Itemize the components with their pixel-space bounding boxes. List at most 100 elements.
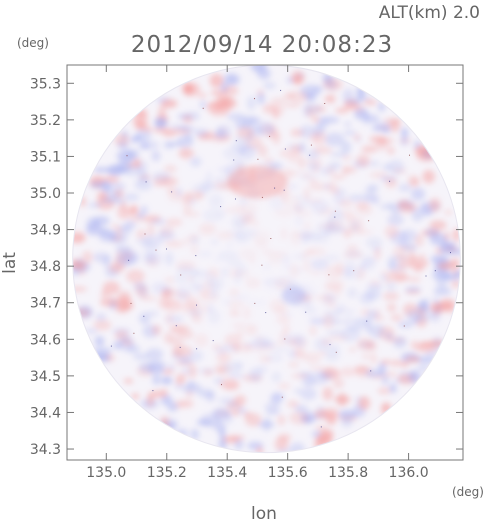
speckle-blob — [267, 255, 283, 265]
speckle-blob — [390, 314, 403, 322]
speckle-blob — [408, 276, 421, 283]
speckle-blob — [131, 393, 140, 399]
speckle-blob — [151, 150, 161, 162]
speckle-blob — [136, 212, 145, 219]
x-tick-label: 135.2 — [147, 465, 187, 481]
speckle-blob — [343, 250, 363, 259]
speckle-blob — [247, 300, 267, 305]
speckle-blob — [323, 367, 338, 380]
speckle-blob — [228, 308, 239, 318]
speckle-blob — [95, 355, 111, 363]
speckle-blob — [227, 257, 241, 267]
speckle-blob — [129, 204, 139, 216]
speckle-blob — [315, 426, 327, 430]
speckle-blob — [190, 268, 201, 278]
speckle-blob — [383, 292, 400, 301]
speckle-blob — [384, 225, 399, 239]
y-tick-label: 34.7 — [30, 296, 61, 312]
speckle-blob — [408, 370, 419, 383]
speckle-blob — [431, 309, 441, 323]
speckle-blob — [215, 95, 234, 108]
speckle-blob — [419, 341, 432, 347]
speckle-blob — [356, 338, 374, 351]
speckle-blob — [369, 135, 387, 144]
speckle-blob — [402, 242, 417, 252]
speckle-blob — [268, 130, 281, 141]
speckle-pixel — [450, 252, 451, 254]
speckle-blob — [422, 169, 436, 184]
speckle-blob — [209, 73, 224, 88]
speckle-blob — [243, 306, 251, 320]
speckle-blob — [139, 312, 150, 325]
speckle-blob — [183, 84, 195, 94]
speckle-blob — [361, 145, 378, 153]
speckle-blob — [245, 277, 261, 288]
speckle-blob — [312, 167, 319, 173]
speckle-pixel — [366, 320, 368, 322]
speckle-blob — [167, 141, 183, 147]
speckle-blob — [197, 92, 207, 99]
speckle-blob — [341, 417, 353, 427]
speckle-blob — [318, 351, 327, 356]
speckle-blob — [234, 233, 249, 244]
speckle-blob — [132, 135, 144, 142]
speckle-blob — [112, 341, 123, 350]
y-axis-ticks: 34.3 34.4 34.5 34.6 34.7 34.8 34.9 35.0 35.1 35.2… — [30, 76, 463, 458]
speckle-blob — [87, 202, 103, 208]
speckle-blob — [93, 347, 112, 355]
speckle-blob — [324, 279, 345, 292]
speckle-blob — [167, 402, 178, 412]
speckle-blob — [306, 149, 320, 160]
speckle-blob — [218, 251, 238, 259]
speckle-blob — [256, 121, 273, 135]
speckle-pixel — [220, 206, 222, 208]
speckle-blob — [256, 92, 266, 105]
y-tick-label: 35.2 — [30, 113, 61, 129]
speckle-blob — [262, 103, 277, 114]
speckle-blob — [383, 118, 402, 124]
speckle-blob — [287, 400, 299, 408]
speckle-blob — [340, 367, 355, 377]
speckle-pixel — [126, 155, 128, 157]
speckle-blob — [299, 125, 315, 139]
x-tick-label: 135.0 — [86, 465, 126, 481]
speckle-pixel — [261, 264, 263, 266]
speckle-blob — [141, 244, 160, 250]
speckle-blob — [97, 230, 117, 237]
speckle-blob — [274, 208, 294, 217]
speckle-blob — [299, 231, 310, 243]
y-tick-label: 35.1 — [30, 149, 61, 165]
speckle-pixel — [257, 158, 259, 160]
plot-frame — [66, 64, 464, 461]
speckle-blob — [190, 242, 199, 256]
speckle-blob — [340, 328, 361, 342]
speckle-blob — [263, 264, 270, 270]
speckle-blob — [81, 250, 93, 264]
speckle-blob — [429, 198, 441, 212]
speckle-blob — [377, 387, 392, 395]
speckle-blob — [344, 260, 356, 275]
speckle-blob — [345, 215, 354, 221]
speckle-pixel — [370, 370, 372, 372]
speckle-blob — [189, 156, 202, 167]
speckle-blob — [244, 413, 262, 427]
speckle-pixel — [195, 255, 197, 257]
speckle-blob — [349, 347, 356, 352]
speckle-blob — [117, 199, 126, 205]
speckle-blob — [333, 377, 344, 389]
speckle-pixel — [196, 304, 197, 306]
y-tick-label: 34.6 — [30, 332, 61, 348]
speckle-blob — [390, 268, 407, 282]
speckle-blob — [101, 196, 121, 204]
speckle-blob — [405, 355, 421, 364]
speckle-blob — [180, 367, 193, 374]
speckle-blob — [353, 133, 361, 142]
speckle-blob — [256, 446, 263, 453]
speckle-blob — [152, 374, 161, 385]
speckle-blob — [133, 158, 141, 166]
speckle-blob — [199, 100, 207, 109]
speckle-blob — [283, 324, 290, 334]
speckle-blob — [437, 261, 455, 271]
speckle-pixel — [403, 325, 405, 327]
